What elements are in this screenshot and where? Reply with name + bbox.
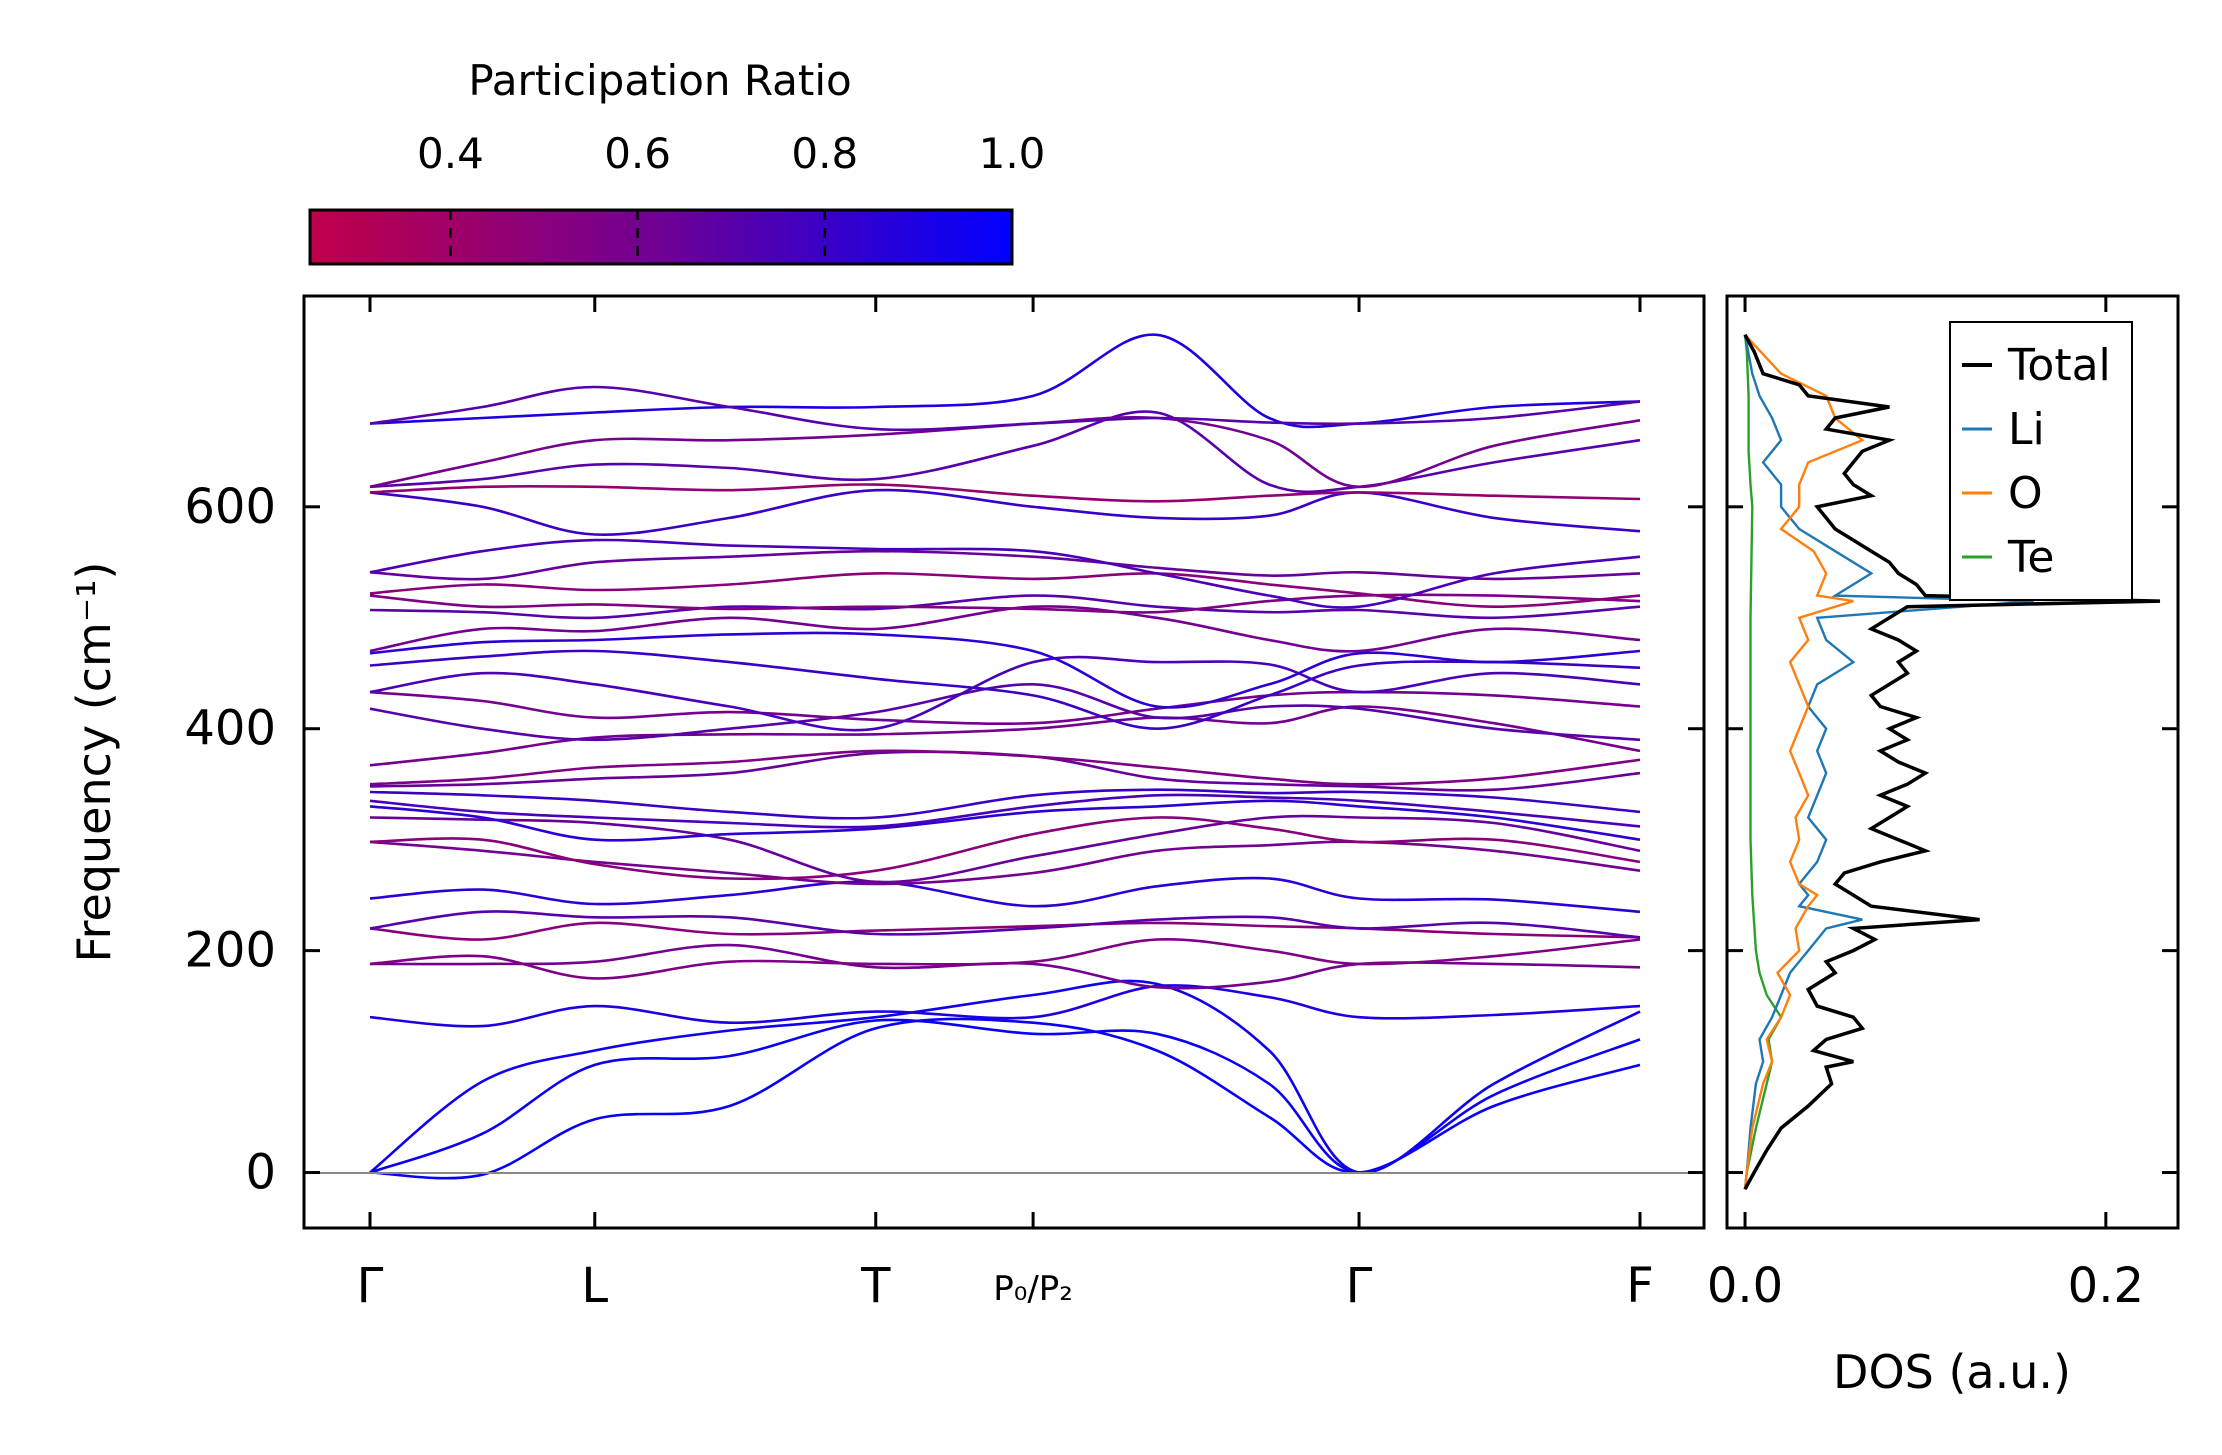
band-line-21 bbox=[369, 655, 1641, 732]
band-line-31 bbox=[369, 483, 1641, 503]
band-line-25 bbox=[369, 594, 1641, 620]
band-line-30 bbox=[369, 488, 1641, 537]
band-x-tick-label: Γ bbox=[357, 1258, 384, 1314]
legend-label-te: Te bbox=[2007, 532, 2054, 583]
band-line-20 bbox=[369, 690, 1641, 726]
band-line-24 bbox=[369, 605, 1641, 653]
band-line-14 bbox=[369, 793, 1641, 829]
band-line-27 bbox=[369, 572, 1641, 609]
legend-label-total: Total bbox=[2007, 340, 2111, 391]
band-line-19 bbox=[369, 682, 1641, 742]
colorbar-tick-label: 0.8 bbox=[791, 129, 858, 178]
dos-panel: 0.0 0.2 DOS (a.u.) Total Li O Te bbox=[1707, 294, 2180, 1399]
band-line-9 bbox=[369, 876, 1641, 914]
band-y-tick-label: 400 bbox=[184, 701, 276, 757]
band-x-tick-label: P₀/P₂ bbox=[993, 1269, 1073, 1309]
legend-frame bbox=[1949, 321, 2133, 601]
band-line-18 bbox=[369, 705, 1641, 767]
dos-line-o bbox=[1743, 333, 1865, 1190]
dos-plot-frame bbox=[1725, 294, 2180, 1230]
band-line-5 bbox=[369, 943, 1641, 990]
band-line-6 bbox=[369, 937, 1641, 980]
band-line-8 bbox=[369, 910, 1641, 939]
band-line-1 bbox=[369, 1017, 1641, 1180]
colorbar-tick-label: 0.6 bbox=[604, 129, 671, 178]
dos-line-li bbox=[1743, 334, 2034, 1190]
legend-label-li: Li bbox=[2008, 404, 2045, 455]
band-y-axis-label: Frequency (cm⁻¹) bbox=[67, 562, 121, 963]
band-x-tick-label: Γ bbox=[1346, 1258, 1373, 1314]
band-x-tick-label: F bbox=[1626, 1258, 1654, 1314]
band-y-tick-label: 0 bbox=[245, 1145, 276, 1201]
band-plot-frame bbox=[302, 294, 1706, 1230]
band-y-tick-label: 200 bbox=[184, 923, 276, 979]
band-y-tick-label: 600 bbox=[184, 479, 276, 535]
band-structure-panel: 0 200 400 600 Γ L T P₀/P₂ Γ F Frequency (cm⁻¹) bbox=[67, 294, 1706, 1314]
band-line-34 bbox=[369, 333, 1641, 429]
band-line-23 bbox=[369, 631, 1641, 709]
colorbar-gradient bbox=[308, 208, 1014, 266]
colorbar: Participation Ratio 0.4 0.6 0.8 1.0 bbox=[308, 56, 1046, 266]
band-line-7 bbox=[369, 921, 1641, 941]
band-line-15 bbox=[369, 788, 1641, 820]
dos-line-total bbox=[1743, 333, 2161, 1191]
band-line-22 bbox=[369, 649, 1641, 731]
dos-x-axis-label: DOS (a.u.) bbox=[1833, 1345, 2071, 1399]
band-x-tick-label: T bbox=[860, 1258, 891, 1314]
band-line-13 bbox=[369, 799, 1641, 842]
dos-line-te bbox=[1743, 334, 1783, 1190]
band-line-35 bbox=[369, 385, 1641, 432]
band-line-32 bbox=[369, 410, 1641, 494]
band-line-3 bbox=[369, 979, 1641, 1174]
band-x-tick-label: L bbox=[581, 1258, 608, 1314]
band-line-29 bbox=[369, 538, 1641, 609]
dos-x-tick-label: 0.0 bbox=[1707, 1258, 1783, 1314]
band-line-12 bbox=[369, 814, 1641, 884]
colorbar-tick-label: 1.0 bbox=[979, 129, 1046, 178]
colorbar-tick-label: 0.4 bbox=[417, 129, 484, 178]
dos-legend: Total Li O Te bbox=[1949, 321, 2133, 601]
band-line-2 bbox=[369, 1018, 1641, 1174]
band-line-17 bbox=[369, 749, 1641, 786]
band-line-11 bbox=[369, 816, 1641, 881]
legend-label-o: O bbox=[2008, 468, 2043, 519]
band-line-28 bbox=[369, 549, 1641, 581]
dos-x-tick-label: 0.2 bbox=[2068, 1258, 2144, 1314]
colorbar-label: Participation Ratio bbox=[468, 56, 851, 105]
band-line-4 bbox=[369, 984, 1641, 1028]
